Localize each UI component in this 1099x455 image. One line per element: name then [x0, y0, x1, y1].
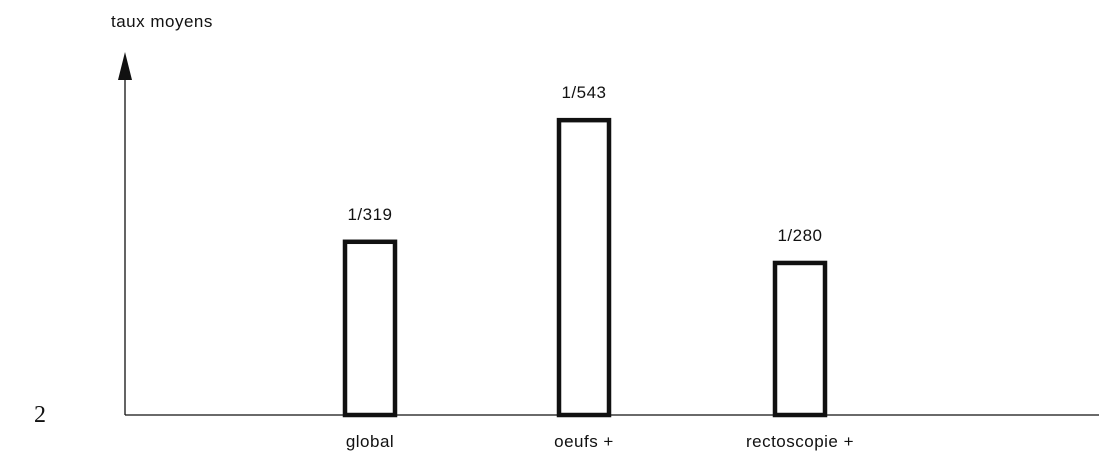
data-label-3: 1/280	[777, 226, 822, 245]
y-axis-arrow	[118, 52, 132, 80]
data-label-1: 1/319	[347, 205, 392, 224]
bar-3	[772, 260, 828, 418]
category-label-1: global	[346, 432, 394, 451]
data-label-2: 1/543	[561, 83, 606, 102]
bar-1	[342, 239, 398, 418]
bar-2	[556, 117, 612, 418]
bars-group: 1/319 global 1/543 oeufs + 1/280 rectoscopie …	[342, 83, 854, 451]
page-number: 2	[34, 402, 46, 428]
category-label-3: rectoscopie +	[746, 432, 854, 451]
category-label-2: oeufs +	[554, 432, 614, 451]
y-axis-label: taux moyens	[111, 12, 213, 31]
